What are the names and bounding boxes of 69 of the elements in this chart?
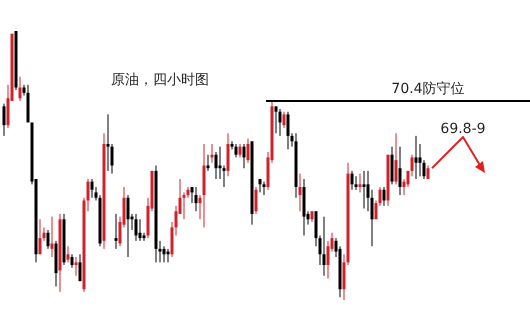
candlestick bbox=[218, 146, 222, 180]
candlestick bbox=[426, 165, 430, 180]
candlestick bbox=[326, 240, 330, 279]
candlestick bbox=[70, 254, 74, 268]
candlestick bbox=[158, 240, 162, 263]
title: 原油，四小时图 bbox=[111, 72, 209, 88]
candlestick bbox=[42, 226, 46, 242]
candlestick bbox=[378, 186, 382, 206]
candlestick bbox=[362, 170, 366, 210]
candlestick bbox=[246, 138, 250, 164]
candlestick bbox=[138, 218, 142, 242]
candlestick bbox=[238, 143, 242, 158]
candlestick bbox=[358, 173, 362, 193]
candlestick bbox=[18, 76, 22, 102]
candlestick bbox=[354, 176, 358, 190]
candlestick bbox=[206, 154, 210, 172]
candlestick bbox=[46, 230, 50, 250]
candlestick bbox=[106, 114, 110, 172]
candlestick bbox=[186, 186, 190, 198]
candlestick bbox=[298, 173, 302, 212]
candlestick bbox=[422, 160, 426, 180]
candlestick bbox=[162, 246, 166, 263]
candlestick bbox=[182, 192, 186, 220]
candlestick bbox=[126, 194, 130, 258]
candlestick bbox=[78, 254, 82, 282]
candlestick bbox=[2, 103, 6, 136]
candlestick bbox=[418, 143, 422, 177]
candlestick bbox=[258, 178, 262, 193]
candlestick bbox=[370, 189, 374, 247]
candlestick bbox=[242, 143, 246, 169]
candlestick bbox=[194, 186, 198, 212]
candlestick bbox=[254, 186, 258, 214]
candlestick bbox=[286, 111, 290, 150]
candlestick bbox=[198, 194, 202, 220]
annotation: 69.8-9 bbox=[440, 121, 486, 137]
candlestick bbox=[90, 178, 94, 198]
candlestick bbox=[414, 135, 418, 180]
candlestick bbox=[190, 186, 194, 204]
candlestick bbox=[290, 132, 294, 148]
candlestick bbox=[278, 108, 282, 136]
candlestick bbox=[406, 170, 410, 188]
candlestick bbox=[374, 200, 378, 220]
candlestick bbox=[114, 213, 118, 250]
candlestick bbox=[382, 186, 386, 206]
candlestick bbox=[394, 132, 398, 185]
candlestick bbox=[262, 181, 266, 196]
candlestick bbox=[234, 143, 238, 158]
candlestick bbox=[410, 154, 414, 177]
candlestick bbox=[222, 165, 226, 188]
candlestick bbox=[38, 218, 42, 255]
candlestick bbox=[214, 152, 218, 180]
candlestick bbox=[350, 170, 354, 190]
candlestick bbox=[110, 143, 114, 174]
candlestick bbox=[134, 213, 138, 242]
candlestick bbox=[310, 210, 314, 222]
candlestick bbox=[94, 186, 98, 201]
candlestick bbox=[318, 234, 322, 266]
candlestick bbox=[282, 111, 286, 128]
candlestick bbox=[166, 248, 170, 263]
candlestick bbox=[210, 143, 214, 164]
candlestick bbox=[74, 256, 78, 276]
candlestick bbox=[366, 170, 370, 212]
candlestick bbox=[322, 216, 326, 276]
candlestick bbox=[86, 178, 90, 212]
candlestick bbox=[274, 106, 278, 134]
candlestick bbox=[22, 84, 26, 96]
candlestick bbox=[50, 216, 54, 258]
candlestick bbox=[66, 246, 70, 263]
candlestick bbox=[398, 146, 402, 196]
